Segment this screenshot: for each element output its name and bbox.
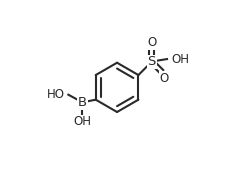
Text: S: S: [148, 55, 156, 68]
Text: HO: HO: [46, 88, 64, 101]
Text: OH: OH: [73, 115, 92, 128]
Text: B: B: [78, 96, 87, 109]
Text: O: O: [147, 36, 156, 49]
Text: O: O: [160, 72, 169, 85]
Text: OH: OH: [171, 53, 189, 66]
